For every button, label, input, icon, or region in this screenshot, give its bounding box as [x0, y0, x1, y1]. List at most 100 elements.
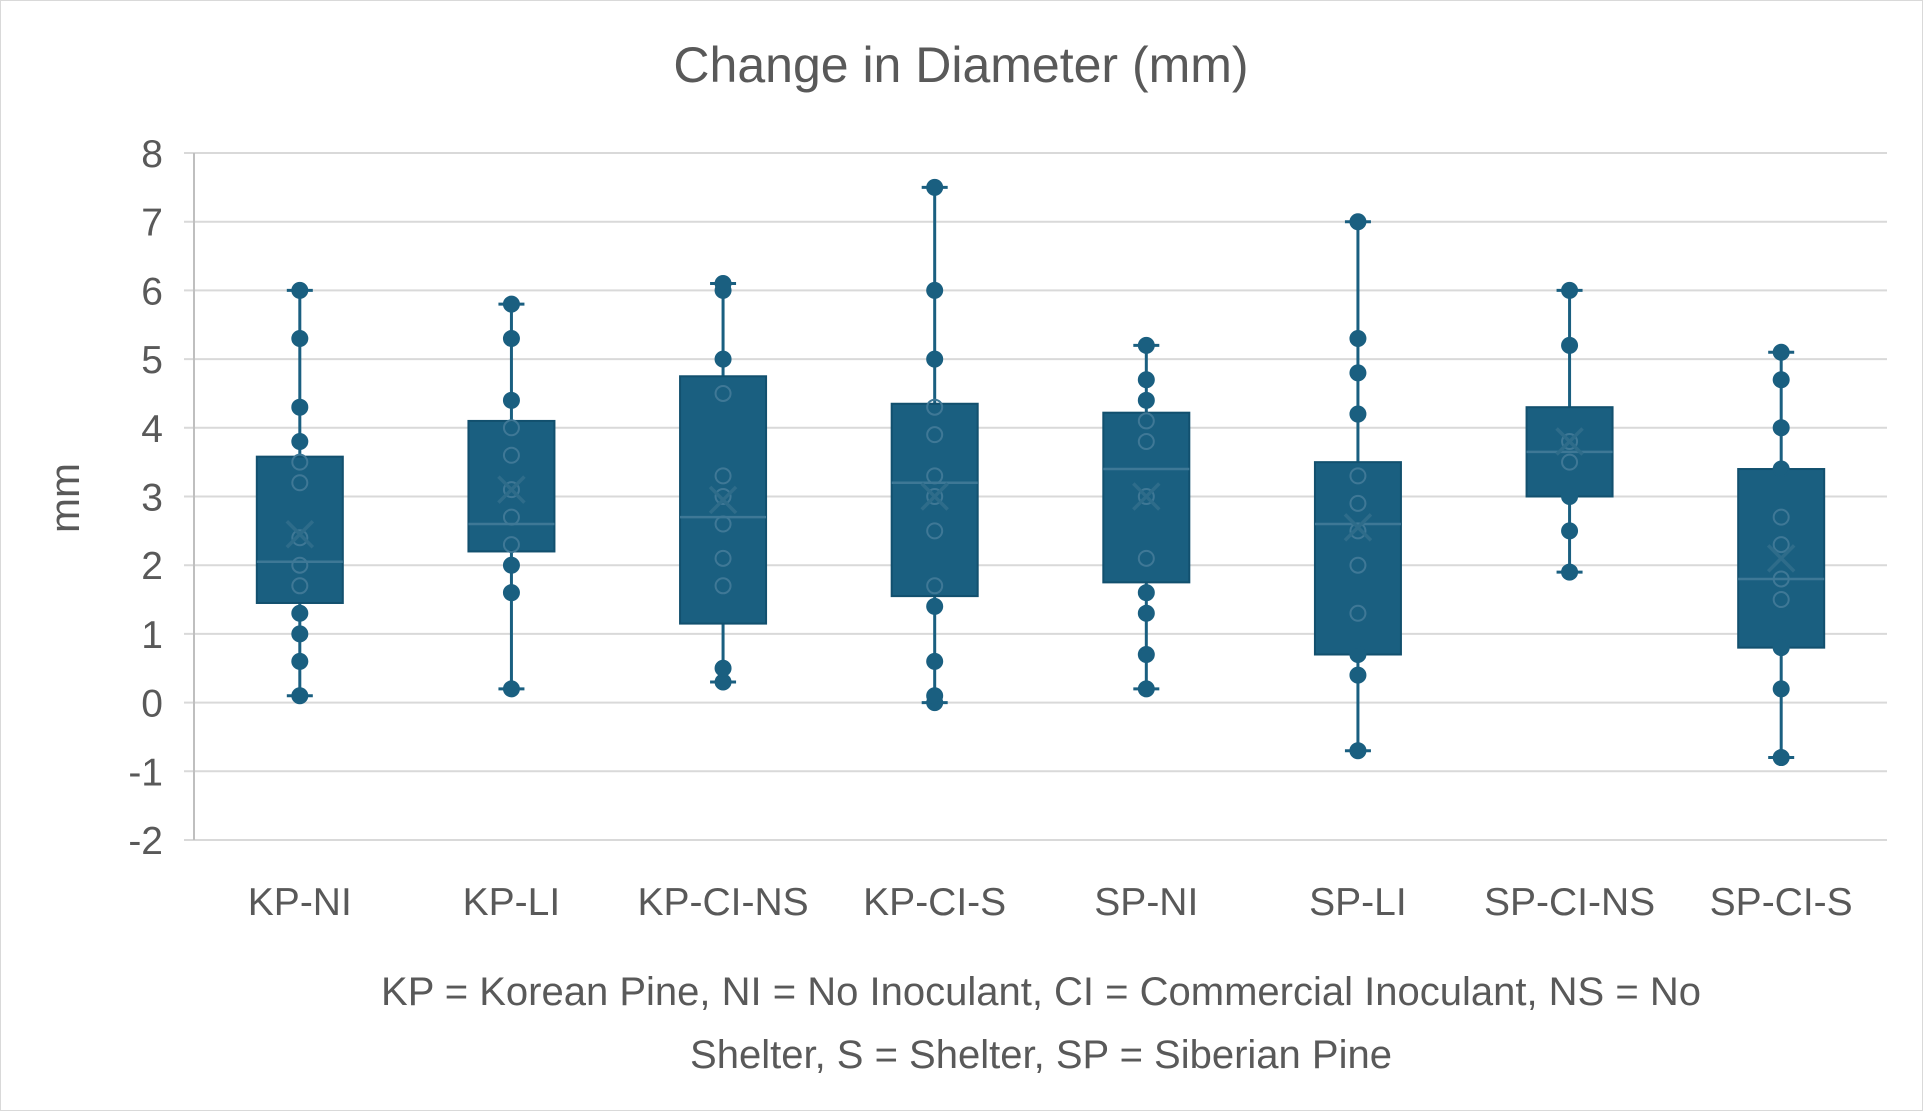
y-tick-label: 3 [141, 477, 163, 520]
data-point [926, 652, 944, 670]
data-point [1137, 371, 1155, 389]
data-point [291, 281, 309, 299]
data-point [926, 398, 944, 416]
data-point [714, 515, 732, 533]
data-point [1561, 281, 1579, 299]
data-point [291, 433, 309, 451]
data-point [1137, 680, 1155, 698]
data-point [926, 522, 944, 540]
data-point [1772, 749, 1790, 767]
data-point [1561, 488, 1579, 505]
data-point [1772, 591, 1790, 609]
data-point [1349, 405, 1367, 423]
y-tick-label: 8 [141, 133, 163, 176]
data-point [926, 577, 944, 595]
data-point [291, 474, 309, 492]
data-point [1137, 433, 1155, 451]
box-group [255, 281, 344, 705]
x-category-label: KP-NI [248, 881, 352, 924]
data-point [291, 625, 309, 643]
data-point [1349, 494, 1367, 512]
data-point [926, 467, 944, 485]
data-point [502, 508, 520, 526]
mean-marker [1766, 544, 1796, 573]
data-point [291, 687, 309, 705]
data-point [1349, 213, 1367, 231]
data-point [714, 549, 732, 567]
data-point [714, 275, 732, 293]
data-point [1561, 336, 1579, 354]
y-tick-label: 0 [141, 683, 163, 726]
data-point [714, 577, 732, 595]
data-point [502, 419, 520, 437]
data-point [1349, 742, 1367, 760]
x-category-label: SP-CI-NS [1484, 881, 1655, 924]
data-point [1561, 522, 1579, 540]
data-point [502, 680, 520, 698]
y-axis-label: mm [41, 463, 88, 533]
box-group [1525, 281, 1614, 581]
data-point [502, 584, 520, 602]
data-point [1772, 460, 1790, 478]
data-point [1772, 570, 1790, 588]
y-tick-label: -1 [128, 751, 163, 794]
data-point [502, 536, 520, 554]
mean-marker [1132, 482, 1161, 511]
y-tick-label: -2 [128, 820, 163, 863]
data-point [291, 577, 309, 595]
data-point [1349, 646, 1367, 664]
x-category-label: SP-CI-S [1710, 881, 1853, 924]
data-point [926, 597, 944, 615]
y-tick-label: 6 [141, 270, 163, 313]
data-point [502, 446, 520, 464]
box-group [1102, 336, 1191, 698]
data-point [502, 481, 520, 499]
data-point [1349, 666, 1367, 684]
data-point [926, 687, 944, 705]
x-category-label: SP-LI [1309, 881, 1407, 924]
data-point [1772, 343, 1790, 361]
box-group [890, 178, 979, 712]
data-point [291, 529, 309, 547]
data-point [1349, 604, 1367, 622]
mean-marker [497, 475, 526, 504]
mean-marker [708, 485, 738, 515]
data-point [1561, 433, 1579, 451]
box-group [1313, 213, 1402, 760]
data-point [502, 556, 520, 574]
boxes [255, 178, 1826, 767]
x-category-label: KP-LI [463, 881, 561, 924]
data-point [1772, 639, 1790, 657]
data-point [1561, 563, 1579, 581]
y-tick-label: 2 [141, 545, 163, 588]
data-point [926, 426, 944, 444]
data-point [926, 488, 944, 505]
x-category-label: KP-CI-NS [637, 881, 808, 924]
y-axis-ticks: 8 7 6 5 4 3 2 1 0 -1 -2 [128, 133, 163, 863]
data-point [926, 178, 944, 196]
data-point [291, 329, 309, 347]
data-point [1137, 412, 1155, 430]
y-tick-label: 5 [141, 339, 163, 382]
data-point [1772, 680, 1790, 698]
data-point [291, 398, 309, 416]
footnote-line-1: KP = Korean Pine, NI = No Inoculant, CI … [381, 970, 1701, 1014]
data-point [1137, 604, 1155, 622]
x-category-label: KP-CI-S [863, 881, 1006, 924]
iqr-box [467, 419, 556, 553]
data-point [291, 453, 309, 471]
data-point [1349, 522, 1367, 540]
iqr-box [890, 402, 979, 598]
data-point [926, 281, 944, 299]
data-point [1772, 371, 1790, 389]
category-labels: KP-NI KP-LI KP-CI-NS KP-CI-S SP-NI SP-LI SP-CI… [248, 881, 1853, 924]
data-point [714, 350, 732, 368]
data-point [1349, 467, 1367, 485]
box-group [679, 275, 768, 691]
data-point [291, 652, 309, 670]
data-point [1561, 453, 1579, 471]
data-point [1137, 488, 1155, 505]
data-point [1137, 391, 1155, 409]
